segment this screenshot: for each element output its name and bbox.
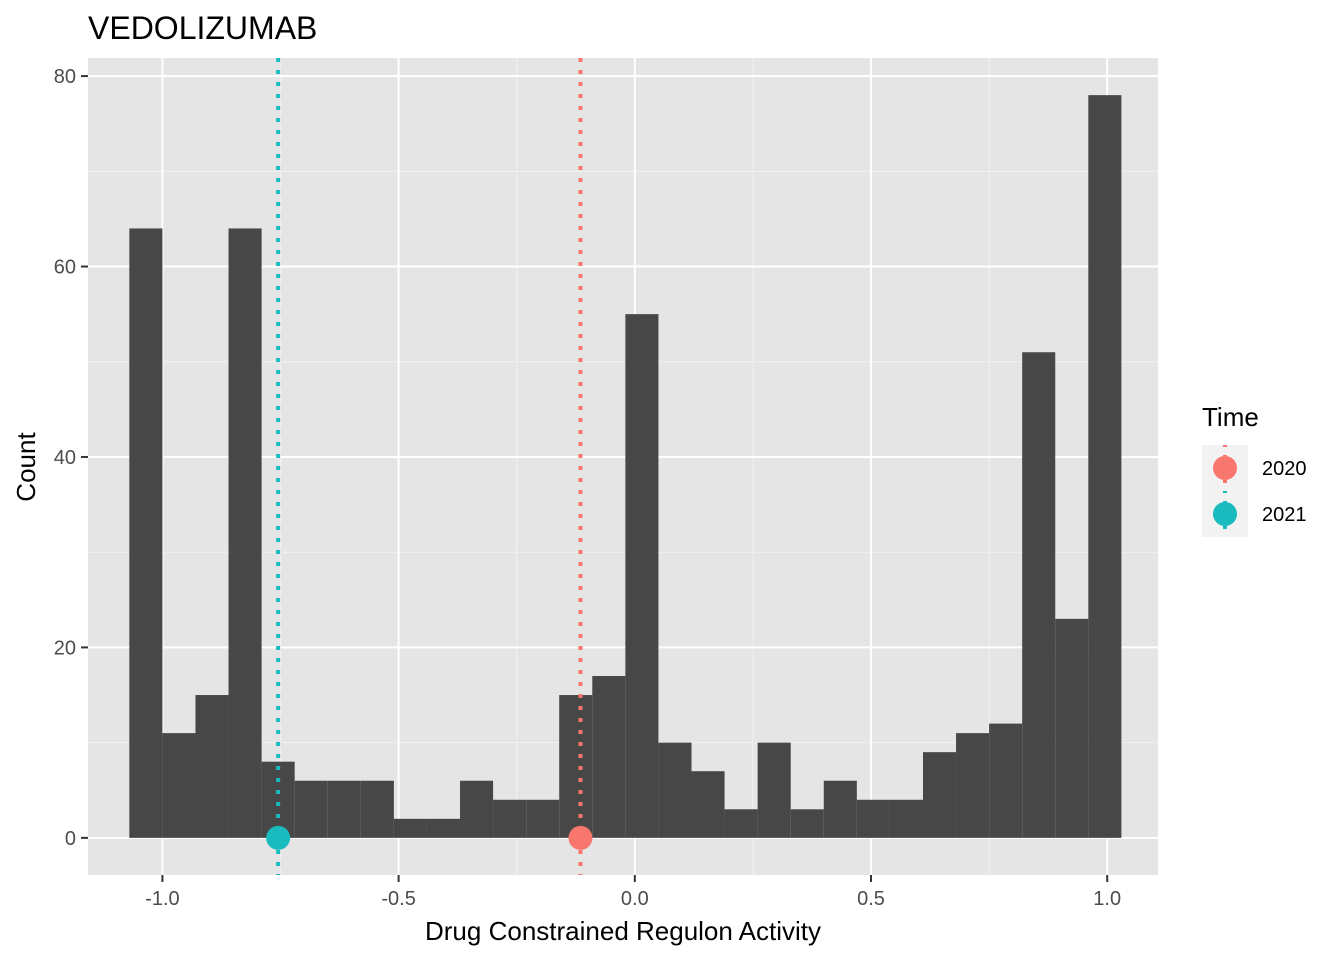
histogram-bar <box>559 695 593 838</box>
minor-gridlines <box>88 58 1158 875</box>
histogram-bar <box>526 799 560 838</box>
histogram-bar <box>493 799 527 838</box>
marker-point-2021 <box>266 825 291 850</box>
histogram-bar <box>1022 352 1056 838</box>
legend-key-point-2020 <box>1213 456 1237 480</box>
y-tick-label: 40 <box>54 447 76 469</box>
legend-label-2020: 2020 <box>1262 458 1307 480</box>
histogram-bar <box>162 733 196 838</box>
histogram-bar <box>856 799 890 838</box>
histogram-bar <box>658 742 692 838</box>
legend: Time 2020 2021 <box>1202 402 1307 537</box>
histogram-bar <box>956 733 990 838</box>
histogram-bar <box>989 723 1023 838</box>
x-axis-title: Drug Constrained Regulon Activity <box>425 916 821 946</box>
histogram-bar <box>691 771 725 838</box>
histogram-bar <box>889 799 923 838</box>
y-tick-label: 60 <box>54 257 76 279</box>
y-tick-label: 80 <box>54 66 76 88</box>
histogram-bar <box>129 228 163 838</box>
histogram-bar <box>1055 618 1089 838</box>
histogram-bar <box>228 228 262 838</box>
marker-lines <box>276 58 583 875</box>
chart-title: VEDOLIZUMAB <box>88 10 317 46</box>
x-tick-label: 0.0 <box>621 888 649 910</box>
x-tick-label: 0.5 <box>857 888 885 910</box>
histogram-bar <box>1088 95 1122 838</box>
legend-label-2021: 2021 <box>1262 504 1307 526</box>
y-tick-label: 0 <box>65 828 76 850</box>
marker-points <box>266 825 593 850</box>
histogram-bar <box>790 809 824 838</box>
histogram-bar <box>195 695 229 838</box>
x-tick-label: -0.5 <box>381 888 415 910</box>
x-axis: -1.0 -0.5 0.0 0.5 1.0 <box>145 875 1121 910</box>
histogram-bar <box>757 742 791 838</box>
y-axis: 0 20 40 60 80 <box>54 66 88 850</box>
histogram-bar <box>294 780 328 838</box>
y-tick-label: 20 <box>54 637 76 659</box>
y-axis-title: Count <box>11 432 41 502</box>
x-tick-label: 1.0 <box>1093 888 1121 910</box>
histogram-bar <box>393 818 427 838</box>
histogram-bar <box>460 780 494 838</box>
legend-key-point-2021 <box>1213 502 1237 526</box>
x-tick-label: -1.0 <box>145 888 179 910</box>
legend-title: Time <box>1202 402 1259 432</box>
histogram-bar <box>426 818 461 838</box>
marker-point-2020 <box>568 825 593 850</box>
histogram-bar <box>261 761 295 838</box>
histogram-bar <box>922 752 957 838</box>
histogram-bar <box>724 809 758 838</box>
histogram-bar <box>327 780 361 838</box>
histogram-bar <box>592 675 626 838</box>
histogram-bar <box>360 780 394 838</box>
histogram-bar <box>823 780 857 838</box>
histogram-bar <box>625 314 659 838</box>
histogram-bars <box>129 95 1122 838</box>
